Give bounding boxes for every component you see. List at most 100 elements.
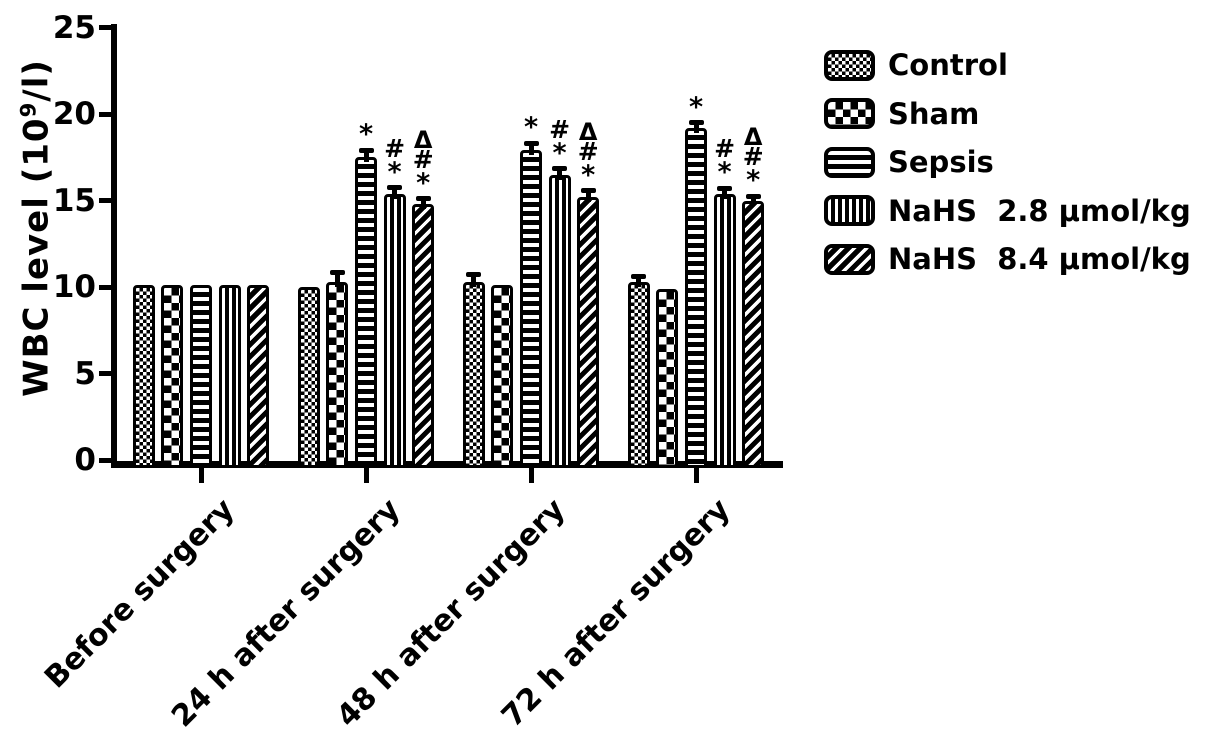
error-bar-cap <box>387 185 403 191</box>
delta-marker: Δ <box>743 123 763 152</box>
hash-marker: # <box>412 144 434 174</box>
x-tick-mark <box>363 468 369 483</box>
bar <box>713 193 736 468</box>
significance-markers: * <box>689 94 703 121</box>
legend-item: NaHS 8.4 μmol/kg <box>824 235 1191 284</box>
x-tick-mark <box>198 468 204 483</box>
y-axis-title-unit: /l) <box>16 59 57 102</box>
asterisk-marker: * <box>688 91 704 123</box>
asterisk-marker: * <box>746 165 761 197</box>
bar <box>742 200 765 468</box>
bar <box>161 285 184 468</box>
asterisk-marker: * <box>581 160 596 191</box>
y-tick-label: 0 <box>74 442 96 478</box>
error-bar-cap <box>580 188 596 194</box>
bar <box>297 287 320 468</box>
error-bar-stem <box>636 276 642 287</box>
legend-swatch-d-stripes-icon <box>824 243 875 275</box>
x-tick-mark <box>693 468 699 483</box>
asterisk-marker: * <box>387 156 402 188</box>
y-tick-label: 10 <box>52 269 96 305</box>
y-tick-label: 15 <box>52 182 96 219</box>
hash-marker: # <box>577 137 599 166</box>
legend-label: NaHS 2.8 μmol/kg <box>888 193 1191 228</box>
y-tick-label: 5 <box>74 355 96 392</box>
hash-marker: # <box>549 114 571 144</box>
legend-label: Control <box>888 48 1008 83</box>
significance-markers: Δ # * <box>412 125 434 197</box>
significance-markers: Δ # * <box>577 118 599 189</box>
error-bar-cap <box>415 196 431 202</box>
delta-marker: Δ <box>578 118 598 146</box>
x-axis-line <box>111 461 783 468</box>
significance-markers: * <box>524 114 538 141</box>
x-tick-mark <box>528 468 534 483</box>
error-bar-stem <box>693 122 699 133</box>
y-tick-mark <box>99 198 112 203</box>
bar <box>491 285 514 468</box>
error-bar-cap <box>552 165 568 171</box>
significance-markers: # * <box>714 134 736 186</box>
error-bar-cap <box>523 140 539 146</box>
bar <box>627 281 650 468</box>
asterisk-marker: * <box>523 112 539 144</box>
error-bar-cap <box>358 147 374 153</box>
error-bar-stem <box>392 187 398 199</box>
legend-swatch-v-stripes-icon <box>824 195 875 227</box>
legend-label: NaHS 8.4 μmol/kg <box>888 242 1191 277</box>
error-bar-cap <box>717 185 733 191</box>
error-bar-stem <box>585 190 591 203</box>
legend-label: Sepsis <box>888 145 994 180</box>
legend-item: Sham <box>824 90 1191 139</box>
error-bar-stem <box>750 196 756 206</box>
bar <box>577 197 600 468</box>
bar <box>656 288 679 468</box>
y-tick-label: 20 <box>52 96 96 132</box>
legend-label: Sham <box>888 96 980 131</box>
y-tick-mark <box>99 111 112 117</box>
bar <box>520 150 542 468</box>
bar <box>326 281 349 468</box>
y-tick-label: 25 <box>52 9 96 46</box>
error-bar-cap <box>466 272 482 278</box>
legend-swatch-coarse-checker-icon <box>824 98 875 130</box>
error-bar-stem <box>528 143 534 156</box>
error-bar-stem <box>471 274 477 287</box>
legend-swatch-fine-checker-icon <box>824 49 875 81</box>
significance-markers: Δ # * <box>742 123 764 194</box>
hash-marker: # <box>714 134 736 164</box>
error-bar-cap <box>745 193 761 199</box>
error-bar-stem <box>334 272 340 287</box>
significance-markers: * <box>359 121 373 148</box>
error-bar-stem <box>557 168 563 180</box>
bar <box>685 127 707 468</box>
legend-swatch-h-stripes-icon <box>824 146 875 178</box>
asterisk-marker: * <box>358 119 374 151</box>
bar <box>247 285 270 468</box>
asterisk-marker: * <box>717 157 732 189</box>
bar <box>462 281 485 468</box>
error-bar-cap <box>329 269 345 275</box>
bar <box>548 174 571 468</box>
delta-marker: Δ <box>413 125 433 154</box>
y-tick-mark <box>99 284 112 290</box>
legend-item: NaHS 2.8 μmol/kg <box>824 187 1191 236</box>
legend-item: Control <box>824 41 1191 90</box>
y-axis-line <box>111 24 117 468</box>
error-bar-stem <box>420 198 426 209</box>
bar <box>412 203 435 468</box>
bar <box>355 157 377 468</box>
hash-marker: # <box>742 142 764 172</box>
y-tick-mark <box>99 25 112 30</box>
asterisk-marker: * <box>552 137 567 169</box>
significance-markers: # * <box>384 133 406 186</box>
bar <box>190 285 212 468</box>
bar <box>218 285 241 468</box>
bar <box>383 193 406 468</box>
significance-markers: # * <box>549 114 571 167</box>
hash-marker: # <box>384 133 406 163</box>
legend: Control Sham Sepsis NaHS 2.8 μmol/kg NaHS 8.… <box>824 41 1191 284</box>
error-bar-stem <box>363 150 369 163</box>
y-tick-mark <box>99 457 112 463</box>
